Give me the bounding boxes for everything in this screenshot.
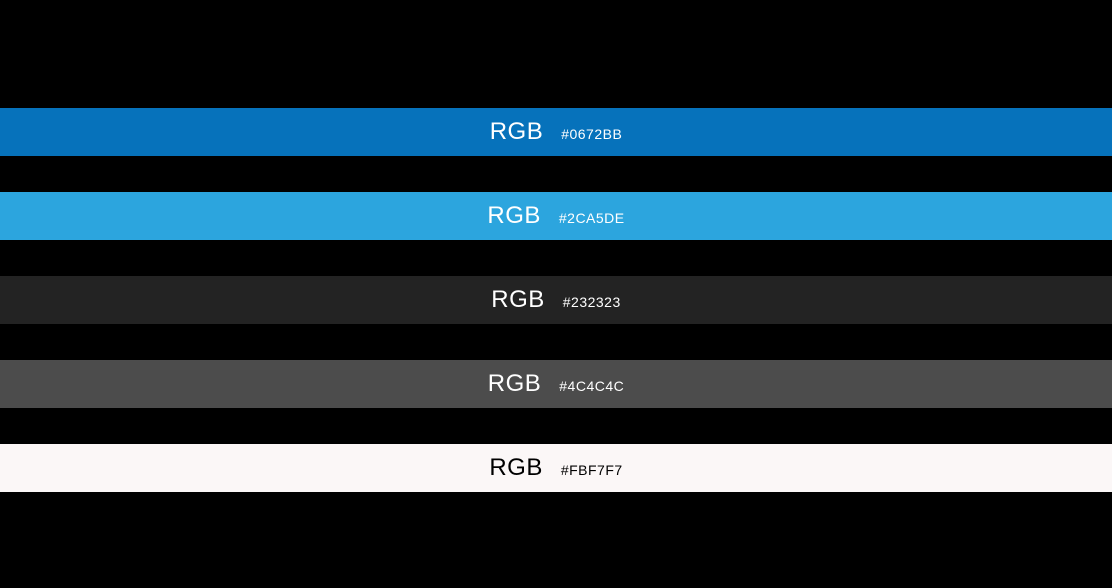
swatch-row: RGB #232323 bbox=[0, 276, 1112, 324]
color-palette: RGB #0672BB RGB #2CA5DE RGB #232323 RGB … bbox=[0, 0, 1112, 492]
swatch-row: RGB #FBF7F7 bbox=[0, 444, 1112, 492]
hex-value: #232323 bbox=[563, 294, 621, 310]
rgb-label: RGB bbox=[491, 286, 545, 314]
hex-value: #FBF7F7 bbox=[561, 462, 623, 478]
rgb-label: RGB bbox=[489, 454, 543, 482]
rgb-label: RGB bbox=[487, 202, 541, 230]
swatch-row: RGB #4C4C4C bbox=[0, 360, 1112, 408]
hex-value: #0672BB bbox=[561, 126, 622, 142]
hex-value: #4C4C4C bbox=[559, 378, 624, 394]
rgb-label: RGB bbox=[488, 370, 542, 398]
swatch-row: RGB #2CA5DE bbox=[0, 192, 1112, 240]
hex-value: #2CA5DE bbox=[559, 210, 625, 226]
swatch-row: RGB #0672BB bbox=[0, 108, 1112, 156]
rgb-label: RGB bbox=[490, 118, 544, 146]
